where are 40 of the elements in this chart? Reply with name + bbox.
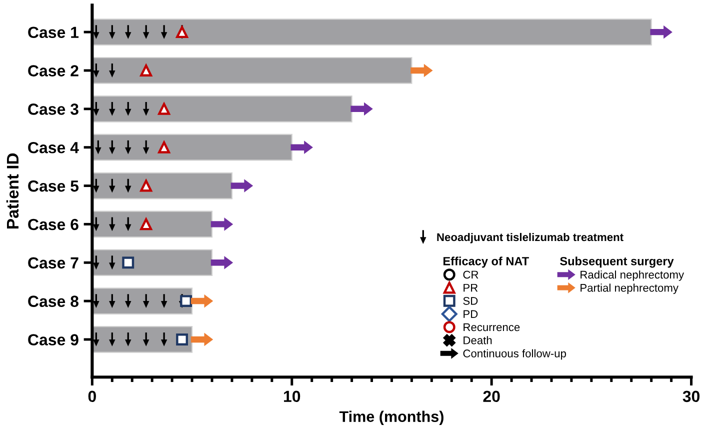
y-tick-label: Case 7 (28, 257, 78, 269)
legend-label: Neoadjuvant tislelizumab treatment (437, 232, 624, 244)
y-tick-label: Case 2 (28, 65, 78, 76)
y-tick-label: Case 6 (28, 218, 78, 230)
point (140, 180, 152, 192)
y-tick-label: Case 8 (28, 296, 78, 307)
legend-label: PD (464, 310, 478, 318)
y-tick-label: Case 9 (28, 334, 78, 346)
point (158, 102, 170, 115)
point (158, 141, 170, 154)
y-axis-title: Patient ID (6, 153, 19, 228)
point (176, 26, 188, 38)
point (140, 218, 152, 230)
bar (92, 172, 233, 200)
legend-label: Partial nephrectomy (580, 284, 678, 294)
annotation: Efficacy of NAT (443, 256, 529, 268)
legend-label: CR (463, 270, 478, 279)
bar (92, 95, 352, 122)
bar (92, 249, 213, 276)
bar (92, 134, 292, 161)
y-tick-label: Case 4 (28, 142, 79, 154)
legend-label: PR (464, 284, 478, 292)
x-axis-title: Time (months) (339, 410, 444, 426)
point (140, 64, 152, 76)
bar (92, 57, 412, 84)
legend-label: Death (464, 336, 492, 344)
x-tick-label: 10 (284, 390, 300, 402)
legend-label: Recurrence (464, 323, 520, 332)
bar (92, 18, 652, 46)
y-tick-label: Case 3 (28, 104, 78, 115)
y-tick-label: Case 5 (28, 180, 79, 192)
x-tick-label: 0 (88, 390, 96, 402)
legend-label: Radical nephrectomy (580, 270, 684, 281)
annotation: Subsequent surgery (560, 256, 674, 268)
y-tick-label: Case 1 (28, 26, 79, 38)
bar (92, 210, 213, 238)
x-tick-label: 20 (483, 390, 500, 402)
legend-label: SD (463, 296, 478, 305)
legend-label: Continuous follow-up (463, 349, 566, 360)
x-tick-label: 30 (682, 390, 700, 402)
